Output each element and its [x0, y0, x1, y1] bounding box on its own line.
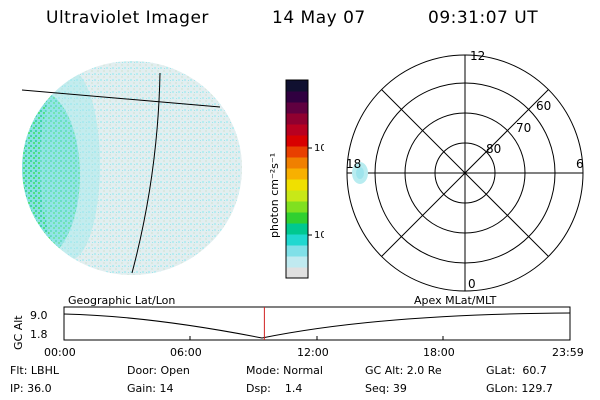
colorbar-cell	[286, 124, 308, 136]
geo-latitude: GLat: 60.7	[486, 364, 547, 377]
colorbar-cell	[286, 223, 308, 235]
colorbar-cell	[286, 179, 308, 191]
filter-value: Flt: LBHL	[10, 364, 59, 377]
colorbar-unit-label: photon cm⁻²s⁻¹	[268, 153, 281, 238]
timeline-x-tick-2359: 23:59	[552, 346, 584, 359]
lat-label-60: 60	[536, 99, 551, 113]
colorbar-cell	[286, 168, 308, 180]
timeline-x-tick-0000: 00:00	[44, 346, 76, 359]
mlt-label-12: 12	[470, 49, 485, 63]
colorbar-cell	[286, 113, 308, 125]
colorbar-tick-10: 10	[314, 230, 324, 241]
mlt-label-18: 18	[346, 157, 361, 171]
geo-longitude: GLon: 129.7	[486, 382, 553, 395]
colorbar-cell	[286, 267, 308, 279]
mode-value: Mode: Normal	[246, 364, 323, 377]
lat-label-70: 70	[516, 121, 531, 135]
uv-emission-map	[22, 61, 242, 275]
colorbar-cell	[286, 234, 308, 246]
timeline-y-tick-low: 1.8	[30, 328, 48, 341]
colorbar-cell	[286, 91, 308, 103]
colorbar-tick-100: 100	[314, 143, 324, 154]
instrument-title: Ultraviolet Imager	[46, 8, 209, 28]
altitude-timeline: GC Alt 9.0 1.8	[12, 306, 571, 350]
timeline-y-tick-high: 9.0	[30, 309, 48, 322]
colorbar-cell	[286, 135, 308, 147]
geographic-image	[21, 61, 242, 275]
colorbar-cell	[286, 256, 308, 268]
colorbar-cell	[286, 212, 308, 224]
sequence-value: Seq: 39	[365, 382, 407, 395]
polar-mlt-plot: 12 18 6 0 60 70 80	[346, 49, 584, 292]
apex-caption: Apex MLat/MLT	[414, 294, 497, 307]
colorbar-scale	[286, 80, 308, 279]
timeline-y-label: GC Alt	[12, 315, 25, 350]
timeline-x-tick-1200: 12:00	[297, 346, 329, 359]
altitude-curve	[63, 312, 571, 339]
colorbar-cell	[286, 102, 308, 114]
dsp-value: Dsp: 1.4	[246, 382, 303, 395]
mlt-label-6: 6	[576, 157, 584, 171]
polar-grid	[346, 54, 584, 292]
gc-altitude: GC Alt: 2.0 Re	[365, 364, 442, 377]
colorbar-cell	[286, 157, 308, 169]
timeline-x-tick-0600: 06:00	[170, 346, 202, 359]
colorbar-cell	[286, 201, 308, 213]
lat-label-80: 80	[486, 142, 501, 156]
gain-value: Gain: 14	[127, 382, 174, 395]
colorbar-cell	[286, 80, 308, 92]
observation-date: 14 May 07	[272, 8, 366, 28]
door-status: Door: Open	[127, 364, 190, 377]
geographic-caption: Geographic Lat/Lon	[68, 294, 176, 307]
colorbar-cell	[286, 146, 308, 158]
timeline-frame	[63, 306, 571, 341]
colorbar: 100 10 photon cm⁻²s⁻¹	[268, 79, 324, 279]
lat-lon-grid	[21, 72, 221, 274]
ip-value: IP: 36.0	[10, 382, 52, 395]
observation-time: 09:31:07 UT	[428, 8, 539, 28]
colorbar-cell	[286, 245, 308, 257]
mlt-label-0: 0	[468, 277, 476, 291]
colorbar-cell	[286, 190, 308, 202]
timeline-x-tick-1800: 18:00	[423, 346, 455, 359]
